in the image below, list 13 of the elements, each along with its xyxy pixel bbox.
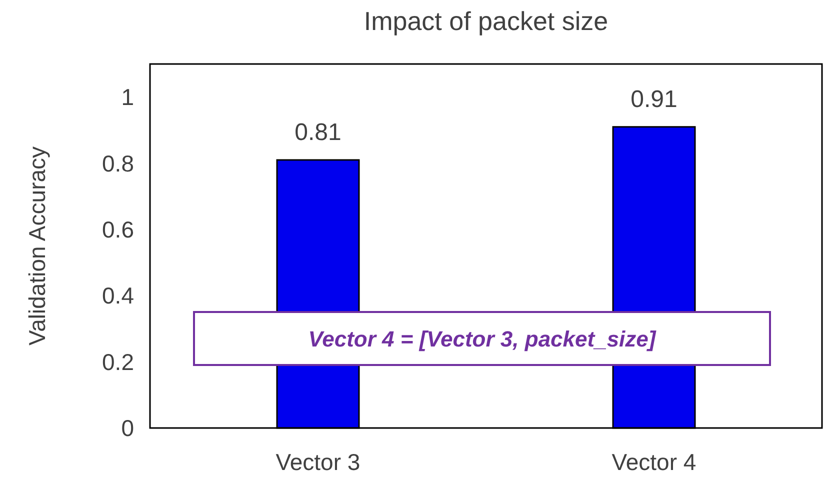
y-tick-label: 0.8 (102, 150, 134, 176)
y-axis-title: Validation Accuracy (24, 146, 50, 346)
data-label: 0.81 (294, 118, 342, 146)
x-tick-label: Vector 4 (612, 449, 696, 475)
y-tick-label: 0.2 (102, 348, 134, 375)
x-tick-label: Vector 3 (276, 449, 360, 475)
y-tick-label: 0.4 (102, 282, 134, 309)
annotation: Vector 4 = [Vector 3, packet_size] (308, 326, 656, 352)
y-tick-label: 1 (121, 84, 134, 110)
data-label: 0.91 (630, 86, 678, 113)
chart-title: Impact of packet size (364, 6, 608, 36)
y-tick-label: 0.6 (102, 216, 134, 243)
y-tick-label: 0 (121, 415, 134, 442)
